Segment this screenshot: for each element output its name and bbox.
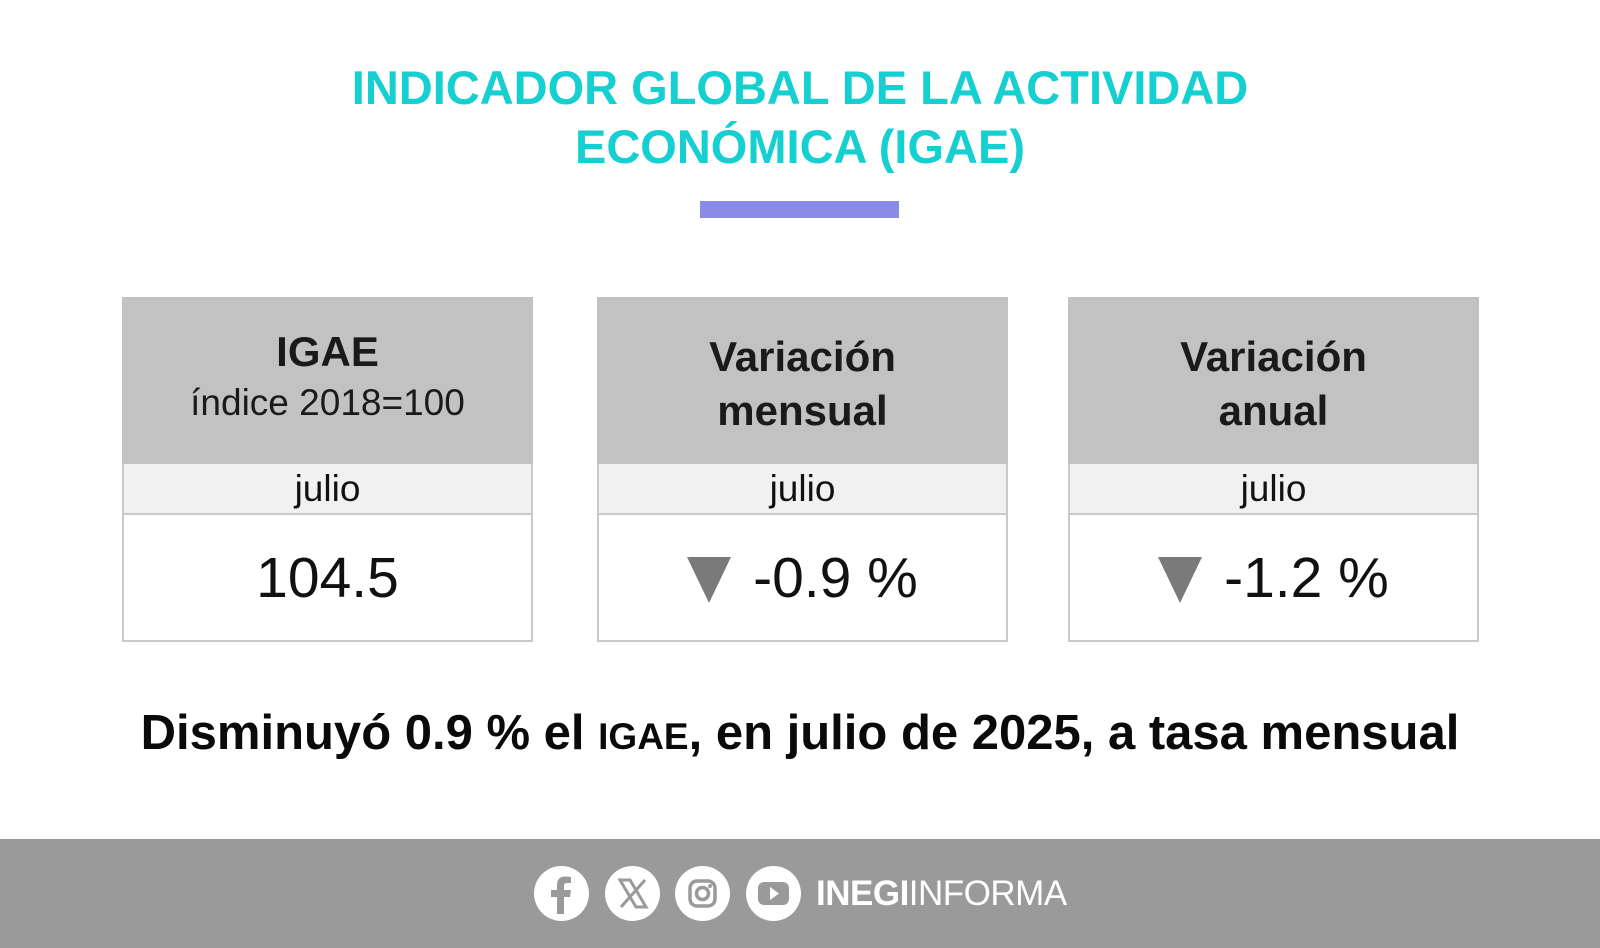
x-icon[interactable] xyxy=(605,866,660,921)
value-text: -0.9 % xyxy=(753,546,918,610)
headline-part-1: Disminuyó 0.9 % el xyxy=(140,706,599,760)
card-header: IGAE índice 2018=100 xyxy=(122,297,533,464)
page-title: INDICADOR GLOBAL DE LA ACTIVIDAD ECONÓMI… xyxy=(0,58,1600,176)
card-title: Variación xyxy=(709,333,896,380)
brand-handle[interactable]: INEGIINFORMA xyxy=(816,872,1067,916)
title-divider xyxy=(700,201,899,218)
headline-part-2: IGAE xyxy=(598,716,689,757)
monthly-variation-card: Variación mensual julio -0.9 % xyxy=(597,297,1008,642)
card-subtitle: anual xyxy=(1218,387,1329,434)
igae-index-card: IGAE índice 2018=100 julio 104.5 xyxy=(122,297,533,642)
card-subtitle: índice 2018=100 xyxy=(190,382,465,423)
card-header: Variación mensual xyxy=(597,297,1008,464)
card-period: julio xyxy=(599,464,1006,515)
brand-bold: INEGI xyxy=(816,874,909,913)
down-arrow-icon xyxy=(687,556,732,603)
annual-variation-card: Variación anual julio -1.2 % xyxy=(1068,297,1479,642)
headline: Disminuyó 0.9 % el IGAE, en julio de 202… xyxy=(0,705,1600,761)
headline-part-3: , en julio de 2025, a tasa mensual xyxy=(688,706,1460,760)
value-text: 104.5 xyxy=(256,546,399,610)
card-period: julio xyxy=(124,464,531,515)
card-subtitle: mensual xyxy=(717,387,888,434)
card-period: julio xyxy=(1070,464,1477,515)
youtube-icon[interactable] xyxy=(746,866,801,921)
card-header: Variación anual xyxy=(1068,297,1479,464)
value-text: -1.2 % xyxy=(1224,546,1389,610)
title-line-1: INDICADOR GLOBAL DE LA ACTIVIDAD xyxy=(351,61,1249,114)
card-value: 104.5 xyxy=(124,517,531,640)
card-value: -1.2 % xyxy=(1070,517,1477,640)
brand-regular: INFORMA xyxy=(908,874,1067,913)
instagram-icon[interactable] xyxy=(675,866,730,921)
card-title: IGAE xyxy=(276,328,379,375)
title-line-2: ECONÓMICA (IGAE) xyxy=(575,120,1025,173)
card-value: -0.9 % xyxy=(599,517,1006,640)
card-title: Variación xyxy=(1180,333,1367,380)
facebook-icon[interactable] xyxy=(534,866,589,921)
down-arrow-icon xyxy=(1158,556,1203,603)
